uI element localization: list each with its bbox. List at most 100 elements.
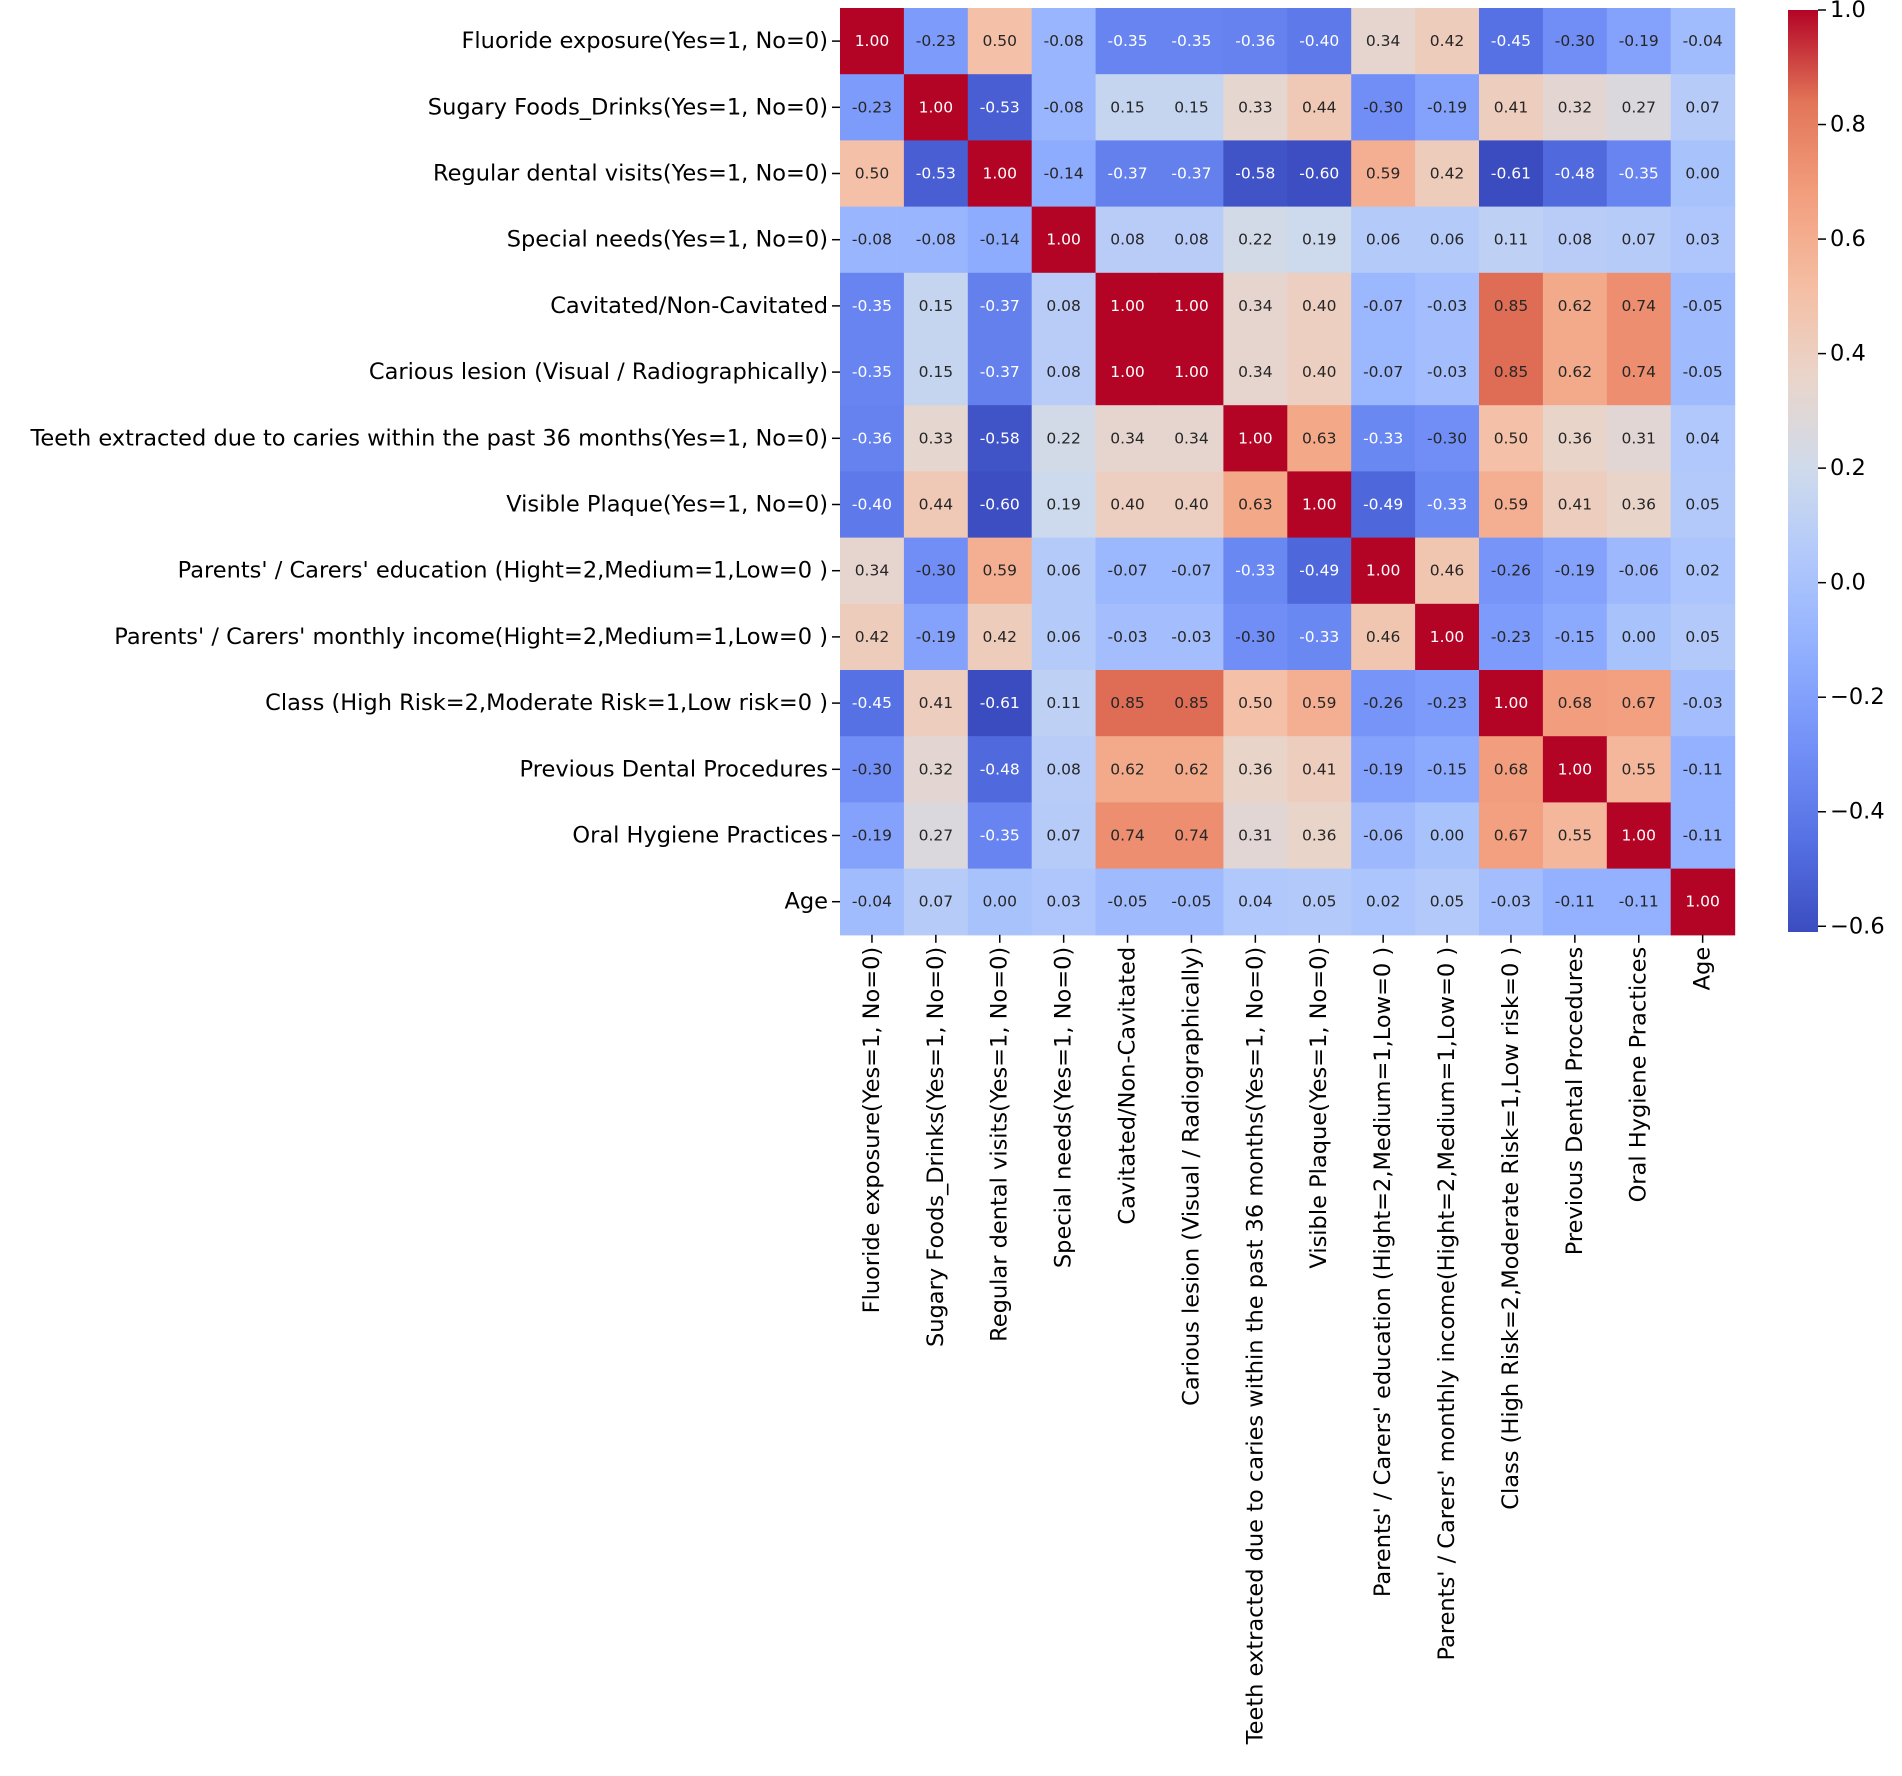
cell-value-label: 0.34 [1366, 32, 1401, 50]
cell-value-label: 0.08 [1046, 363, 1081, 381]
heatmap-cell [1606, 74, 1672, 141]
cell-value-label: -0.03 [1171, 628, 1211, 646]
heatmap-cell [1670, 140, 1736, 208]
heatmap-cell [1415, 140, 1480, 208]
heatmap-cell [1542, 736, 1608, 803]
heatmap-cell [1542, 140, 1608, 208]
cell-value-label: 0.36 [1238, 760, 1273, 778]
heatmap-cell [967, 140, 1033, 208]
heatmap-cell [1670, 736, 1736, 803]
cell-value-label: -0.06 [1619, 562, 1659, 580]
cell-value-label: 0.34 [1238, 363, 1273, 381]
cell-value-label: 0.15 [919, 363, 954, 381]
cell-value-label: 0.42 [1430, 32, 1465, 50]
cell-value-label: 0.27 [1621, 98, 1656, 116]
cell-value-label: 0.03 [1046, 893, 1081, 911]
cell-value-label: -0.11 [1619, 893, 1659, 911]
heatmap-cell [1479, 140, 1544, 208]
cell-value-label: -0.36 [1235, 32, 1275, 50]
heatmap-cell [840, 802, 905, 870]
cell-value-label: 1.00 [1430, 628, 1465, 646]
cell-value-label: 1.00 [1238, 429, 1273, 447]
heatmap-cell [1415, 8, 1480, 75]
row-label-carious-lesion-visual-radiographically: Carious lesion (Visual / Radiographicall… [369, 359, 828, 385]
row-label-teeth-extracted-due-to-caries-within-the-past-36-months-yes-1-no-0: Teeth extracted due to caries within the… [30, 425, 828, 451]
cell-value-label: 1.00 [1110, 297, 1145, 315]
cell-value-label: 0.08 [1046, 297, 1081, 315]
heatmap-cell [1095, 206, 1161, 274]
cell-value-label: -0.19 [1555, 562, 1595, 580]
heatmap-cell [1223, 272, 1288, 340]
cell-value-label: -0.58 [980, 429, 1020, 447]
column-label-parents-carers-education-hight-2-medium-1-low-0: Parents' / Carers' education (Hight=2,Me… [1370, 947, 1396, 1597]
heatmap-cell [1031, 8, 1097, 75]
cell-value-label: 0.06 [1430, 231, 1465, 249]
cell-value-label: -0.14 [1044, 165, 1084, 183]
cell-value-label: -0.07 [1107, 562, 1147, 580]
cell-value-label: -0.04 [852, 893, 892, 911]
cell-value-label: 1.00 [855, 32, 890, 50]
cell-value-label: -0.58 [1235, 165, 1275, 183]
cell-value-label: 0.05 [1302, 893, 1337, 911]
heatmap-cell [1223, 206, 1288, 274]
cell-value-label: -0.35 [1619, 165, 1659, 183]
cell-value-label: -0.11 [1683, 827, 1723, 845]
heatmap-cell [1415, 272, 1480, 340]
heatmap-cell [1223, 736, 1288, 803]
heatmap-cell [1095, 670, 1161, 737]
heatmap-cell [1095, 868, 1161, 936]
heatmap-cell [1351, 603, 1416, 671]
cell-value-label: 0.34 [1238, 297, 1273, 315]
cell-value-label: 0.05 [1685, 496, 1720, 514]
colorbar-tick-label: 0.2 [1830, 455, 1866, 481]
heatmap-cell [967, 868, 1033, 936]
cell-value-label: 1.00 [1494, 694, 1529, 712]
heatmap-cell [1479, 339, 1544, 406]
cell-value-label: 0.08 [1174, 231, 1209, 249]
cell-value-label: 0.85 [1494, 363, 1529, 381]
heatmap-cell [1287, 272, 1352, 340]
heatmap-cell [1606, 868, 1672, 936]
heatmap-cell [1670, 272, 1736, 340]
cell-value-label: -0.19 [852, 827, 892, 845]
cell-value-label: 0.42 [1430, 165, 1465, 183]
heatmap-cell [1606, 736, 1672, 803]
cell-value-label: -0.14 [980, 231, 1020, 249]
column-label-special-needs-yes-1-no-0: Special needs(Yes=1, No=0) [1051, 947, 1077, 1268]
heatmap-cell [1351, 405, 1416, 472]
heatmap-cell [1479, 206, 1544, 274]
colorbar-tick-label: −0.4 [1830, 799, 1885, 825]
heatmap-cell [1031, 537, 1097, 605]
heatmap-cell [1542, 74, 1608, 141]
row-label-age: Age [784, 889, 828, 915]
heatmap-cell [1479, 868, 1544, 936]
heatmap-cell [1287, 802, 1352, 870]
cell-value-label: -0.60 [1299, 165, 1339, 183]
heatmap-cell [1351, 868, 1416, 936]
colorbar-tick-label: 0.0 [1830, 570, 1866, 596]
heatmap-cell [967, 537, 1033, 605]
cell-value-label: 0.85 [1494, 297, 1529, 315]
row-label-parents-carers-education-hight-2-medium-1-low-0: Parents' / Carers' education (Hight=2,Me… [178, 558, 828, 584]
heatmap-cell [1351, 272, 1416, 340]
cell-value-label: -0.07 [1363, 363, 1403, 381]
cell-value-label: -0.04 [1683, 32, 1723, 50]
heatmap-cell [1223, 868, 1288, 936]
heatmap-cell [903, 471, 969, 539]
heatmap-cell [903, 140, 969, 208]
heatmap-cell [1542, 8, 1608, 75]
cell-value-label: 0.19 [1046, 496, 1081, 514]
colorbar-tick-label: −0.2 [1830, 684, 1885, 710]
heatmap-cell [1223, 140, 1288, 208]
heatmap-cell [840, 471, 905, 539]
cell-value-label: -0.30 [1555, 32, 1595, 50]
heatmap-cell [1159, 140, 1224, 208]
heatmap-cell [903, 537, 969, 605]
heatmap-cell [903, 603, 969, 671]
cell-value-label: -0.07 [1171, 562, 1211, 580]
heatmap-cell [840, 670, 905, 737]
cell-value-label: -0.30 [852, 760, 892, 778]
cell-value-label: -0.11 [1555, 893, 1595, 911]
heatmap-cell [1606, 537, 1672, 605]
cell-value-label: 0.04 [1685, 429, 1720, 447]
